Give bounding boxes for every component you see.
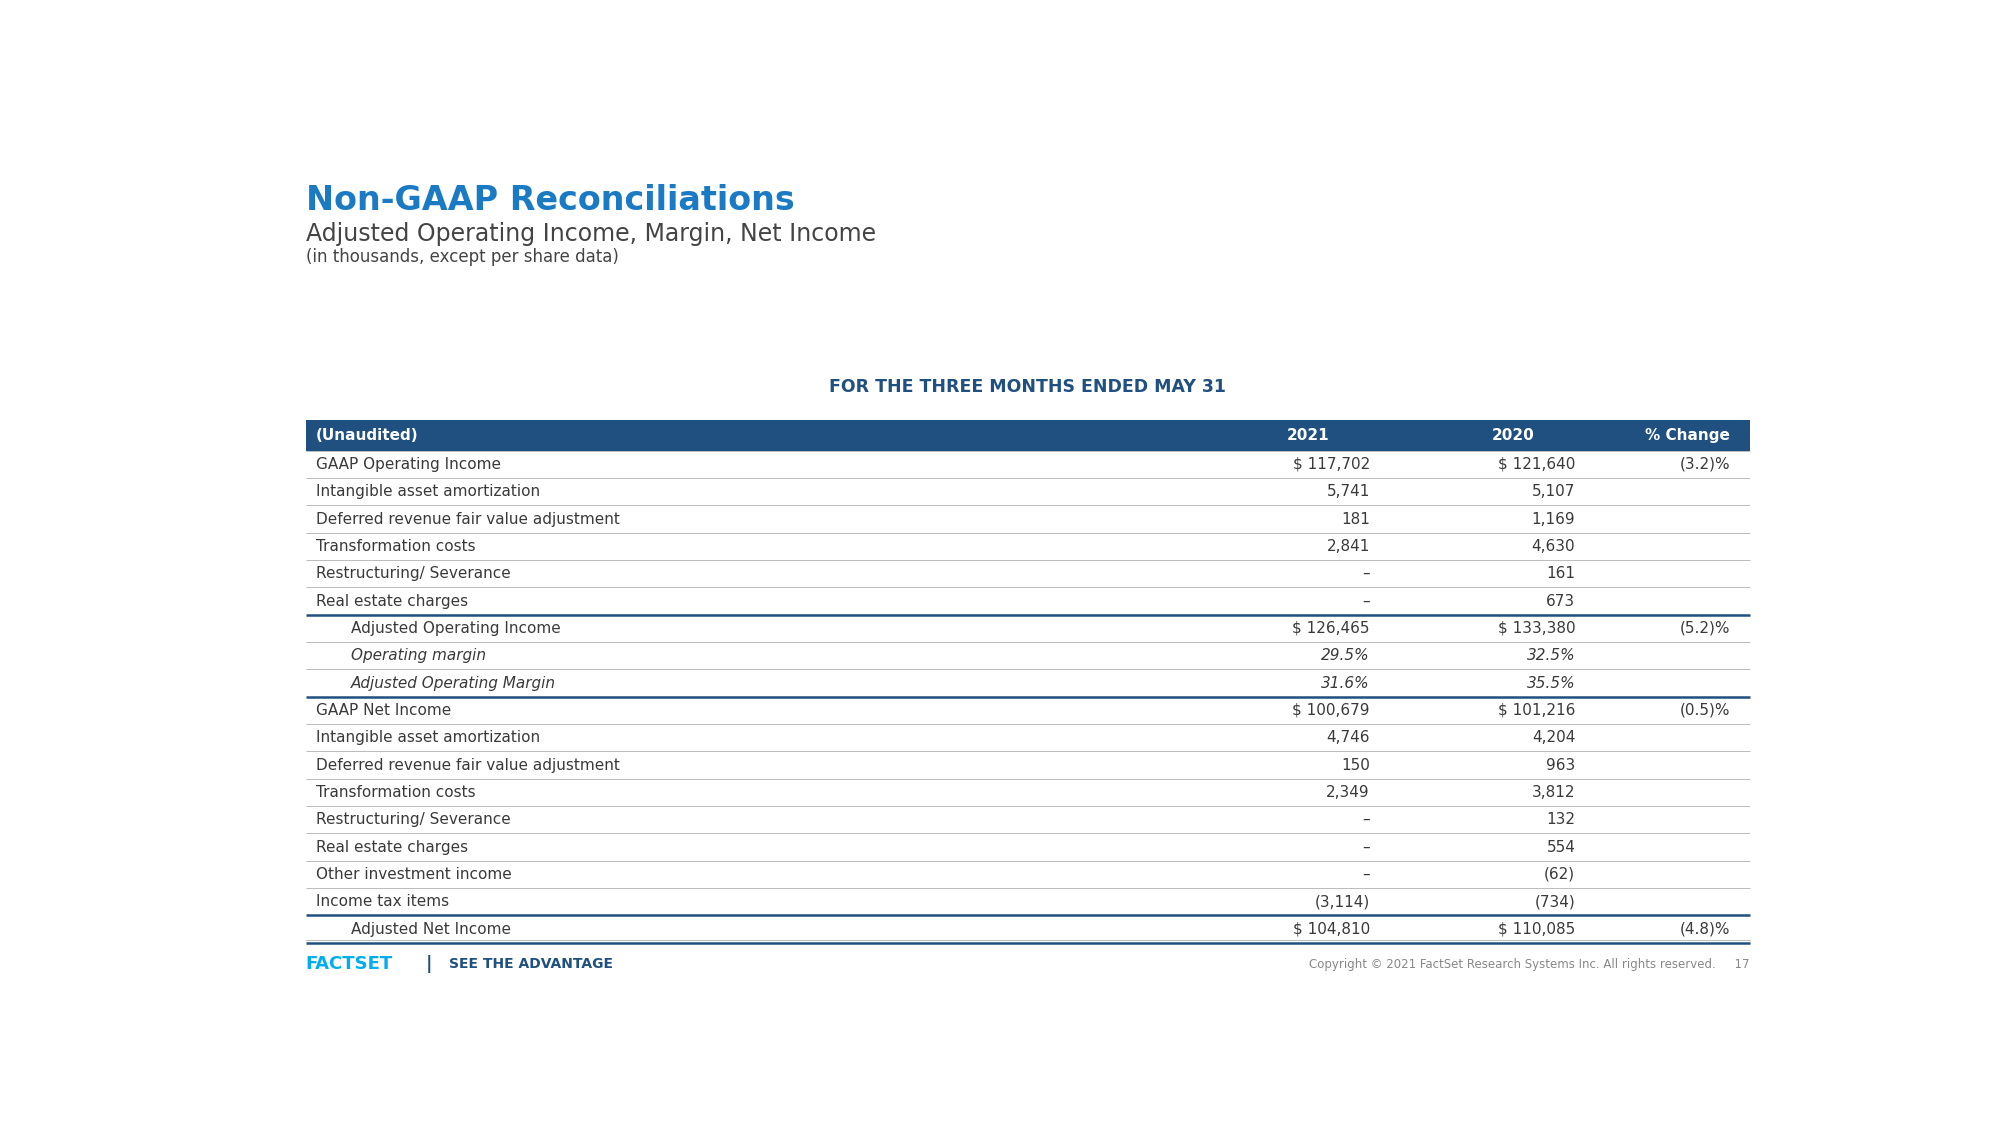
Text: (in thousands, except per share data): (in thousands, except per share data) <box>306 249 618 267</box>
Text: –: – <box>1362 839 1370 855</box>
Text: $ 117,702: $ 117,702 <box>1292 457 1370 471</box>
Text: Copyright © 2021 FactSet Research Systems Inc. All rights reserved.     17: Copyright © 2021 FactSet Research System… <box>1310 957 1750 971</box>
Text: 4,746: 4,746 <box>1326 730 1370 745</box>
Text: 4,630: 4,630 <box>1532 539 1576 554</box>
Text: 5,107: 5,107 <box>1532 484 1576 500</box>
Text: % Change: % Change <box>1646 428 1730 443</box>
Text: 3,812: 3,812 <box>1532 785 1576 800</box>
Text: 5,741: 5,741 <box>1326 484 1370 500</box>
Text: Adjusted Operating Income, Margin, Net Income: Adjusted Operating Income, Margin, Net I… <box>306 222 876 246</box>
Text: FOR THE THREE MONTHS ENDED MAY 31: FOR THE THREE MONTHS ENDED MAY 31 <box>830 378 1226 396</box>
Text: Operating margin: Operating margin <box>350 648 486 664</box>
Text: (0.5)%: (0.5)% <box>1680 703 1730 718</box>
Text: 32.5%: 32.5% <box>1526 648 1576 664</box>
Text: 132: 132 <box>1546 812 1576 827</box>
Text: 2021: 2021 <box>1286 428 1330 443</box>
Text: 673: 673 <box>1546 594 1576 609</box>
Text: $ 100,679: $ 100,679 <box>1292 703 1370 718</box>
Text: 150: 150 <box>1340 757 1370 773</box>
Text: Real estate charges: Real estate charges <box>316 594 468 609</box>
Text: Real estate charges: Real estate charges <box>316 839 468 855</box>
Text: Deferred revenue fair value adjustment: Deferred revenue fair value adjustment <box>316 512 620 526</box>
Text: –: – <box>1362 594 1370 609</box>
Text: |: | <box>426 955 432 973</box>
Text: 4,204: 4,204 <box>1532 730 1576 745</box>
Text: (3,114): (3,114) <box>1314 894 1370 909</box>
Text: $ 133,380: $ 133,380 <box>1498 621 1576 636</box>
Text: (734): (734) <box>1534 894 1576 909</box>
Text: 35.5%: 35.5% <box>1526 675 1576 691</box>
Text: 2020: 2020 <box>1492 428 1534 443</box>
Text: 31.6%: 31.6% <box>1322 675 1370 691</box>
Text: Adjusted Operating Margin: Adjusted Operating Margin <box>350 675 556 691</box>
Text: –: – <box>1362 867 1370 882</box>
Text: 181: 181 <box>1340 512 1370 526</box>
Text: 2,349: 2,349 <box>1326 785 1370 800</box>
Text: Other investment income: Other investment income <box>316 867 512 882</box>
Text: 1,169: 1,169 <box>1532 512 1576 526</box>
Text: (4.8)%: (4.8)% <box>1680 921 1730 937</box>
Text: Intangible asset amortization: Intangible asset amortization <box>316 730 540 745</box>
Text: $ 110,085: $ 110,085 <box>1498 921 1576 937</box>
Text: (5.2)%: (5.2)% <box>1680 621 1730 636</box>
Text: Transformation costs: Transformation costs <box>316 539 476 554</box>
Text: 2,841: 2,841 <box>1326 539 1370 554</box>
Text: (3.2)%: (3.2)% <box>1680 457 1730 471</box>
Text: $ 126,465: $ 126,465 <box>1292 621 1370 636</box>
Text: $ 104,810: $ 104,810 <box>1292 921 1370 937</box>
Text: Income tax items: Income tax items <box>316 894 448 909</box>
Text: FACTSET: FACTSET <box>306 955 394 973</box>
Text: $ 121,640: $ 121,640 <box>1498 457 1576 471</box>
Bar <box>306 420 1750 451</box>
Text: (62): (62) <box>1544 867 1576 882</box>
Text: 554: 554 <box>1546 839 1576 855</box>
Text: –: – <box>1362 566 1370 582</box>
Text: 963: 963 <box>1546 757 1576 773</box>
Text: Deferred revenue fair value adjustment: Deferred revenue fair value adjustment <box>316 757 620 773</box>
Text: 161: 161 <box>1546 566 1576 582</box>
Text: $ 101,216: $ 101,216 <box>1498 703 1576 718</box>
Text: GAAP Operating Income: GAAP Operating Income <box>316 457 500 471</box>
Text: Intangible asset amortization: Intangible asset amortization <box>316 484 540 500</box>
Text: Restructuring/ Severance: Restructuring/ Severance <box>316 812 510 827</box>
Text: GAAP Net Income: GAAP Net Income <box>316 703 452 718</box>
Text: Transformation costs: Transformation costs <box>316 785 476 800</box>
Text: Non-GAAP Reconciliations: Non-GAAP Reconciliations <box>306 183 794 216</box>
Text: SEE THE ADVANTAGE: SEE THE ADVANTAGE <box>450 957 614 971</box>
Text: Adjusted Operating Income: Adjusted Operating Income <box>350 621 560 636</box>
Text: (Unaudited): (Unaudited) <box>316 428 418 443</box>
Text: 29.5%: 29.5% <box>1322 648 1370 664</box>
Text: Restructuring/ Severance: Restructuring/ Severance <box>316 566 510 582</box>
Text: Adjusted Net Income: Adjusted Net Income <box>350 921 510 937</box>
Text: –: – <box>1362 812 1370 827</box>
